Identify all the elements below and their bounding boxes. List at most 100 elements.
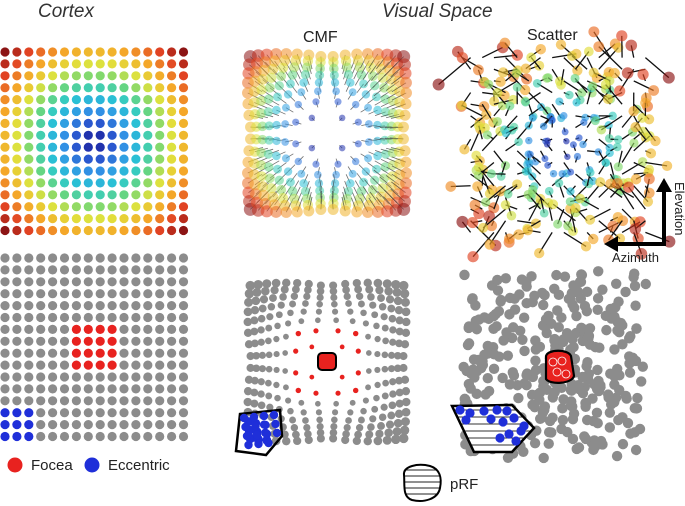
scatter-node [567,433,579,445]
cortex-node [155,225,165,236]
cmf-node [270,206,282,218]
cortex-node [178,71,189,81]
cmf-node [266,72,277,83]
cortex-node [143,312,153,323]
cortex-node [107,420,117,430]
cmf-node [348,88,357,97]
cmf-node [263,149,273,159]
cortex-node [143,348,153,358]
cortex-node [143,289,153,299]
cortex-node [0,47,10,57]
cortex-node [83,190,93,200]
scatter-node [613,142,622,152]
scatter-node [482,130,492,140]
cmf-node [397,202,411,216]
scatter-node [502,350,514,361]
scatter-node [663,235,676,248]
cortex-node [178,225,189,236]
cortex-node [167,166,177,176]
cortex-node [59,348,70,358]
scatter-eccentric-prf [450,403,536,454]
scatter-node [519,345,530,357]
cortex-node [167,190,177,200]
cortex-node [0,214,10,224]
cortex-node [131,360,141,370]
cortex-node [83,118,93,128]
cortex-node [48,396,58,406]
cortex-node [167,83,177,93]
cmf-node [354,430,363,439]
cmf-node [332,87,340,96]
cortex-node [131,59,141,69]
cortex-node [119,348,129,358]
scatter-node [595,177,606,188]
cmf-node [393,418,403,428]
cortex-node [12,384,22,394]
cortex-node [131,324,141,334]
cortex-node [59,59,70,69]
scatter-node [484,79,494,89]
cmf-node [253,279,263,290]
cmf-node [338,114,346,122]
scatter-node [492,116,502,127]
fovea-node [83,336,93,346]
cmf-node [297,88,306,97]
cortex-node [59,396,70,406]
cmf-node [262,279,272,289]
scatter-node [467,216,479,229]
cortex-node [0,348,10,358]
cmf-node [372,206,384,218]
cmf-node [401,328,411,337]
cortex-node [36,214,46,224]
cortex-node [143,225,153,236]
scatter-node [472,181,483,192]
cortex-node [131,95,141,105]
cortex-node [143,265,153,275]
cortex-node [131,190,141,200]
cortex-node [48,83,58,93]
cmf-node [373,136,382,146]
cmf-node [391,434,401,445]
scatter-node [577,371,588,383]
cmf-node [270,286,279,295]
eccentric-node [252,430,262,440]
cortex-node [155,154,165,164]
cmf-colormap-grid [242,48,412,218]
cmf-node [312,160,320,168]
cmf-node [342,430,350,438]
scatter-node [549,387,560,398]
cortex-node [119,142,129,152]
scatter-node [473,120,484,131]
cortex-node [95,431,105,442]
scatter-node [568,341,579,353]
cortex-node [131,142,141,152]
cmf-node [380,162,390,172]
cmf-node [399,109,411,121]
cortex-node [119,277,129,287]
cortex-node [107,142,117,152]
cortex-node [131,431,141,442]
cmf-node [382,435,392,445]
eccentric-node [261,420,270,430]
cmf-node [315,308,322,315]
eccentric-node [498,417,508,427]
eccentric-node [509,413,519,423]
scatter-node [630,173,642,185]
cortex-node [24,178,34,188]
scatter-node [609,67,620,79]
cmf-node [378,413,387,421]
cmf-node [381,365,389,373]
cortex-node [167,47,177,57]
eccentric-node [461,415,471,425]
cmf-node [400,76,412,89]
cmf-node [401,407,411,417]
scatter-node [566,187,575,196]
cmf-node [265,365,273,373]
cortex-node [12,214,22,224]
cortex-node [83,47,93,57]
cortex-node [48,59,58,69]
scatter-node [642,196,654,207]
cortex-node [59,47,70,57]
cortex-node [107,59,117,69]
cortex-node [131,47,141,57]
